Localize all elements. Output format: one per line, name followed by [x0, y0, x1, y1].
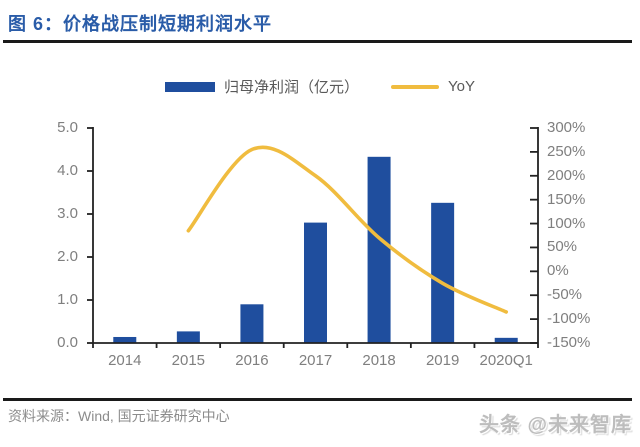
- bar-2019: [431, 202, 455, 343]
- figure-title: 图 6：价格战压制短期利润水平: [8, 14, 273, 34]
- right-axis-tick: 150%: [547, 190, 586, 208]
- left-axis-tick: 4.0: [57, 162, 78, 179]
- right-axis-tick: 300%: [547, 119, 586, 136]
- right-axis-tick: 100%: [547, 214, 586, 232]
- x-axis-tick: 2019: [425, 352, 460, 369]
- watermark: 头条 @未来智库: [478, 414, 632, 436]
- x-axis-tick: 2017: [298, 352, 333, 369]
- legend-line-swatch-icon: [391, 84, 440, 89]
- x-axis-tick: 2015: [171, 352, 206, 369]
- x-axis-tick: 2020Q1: [479, 352, 533, 369]
- right-axis-tick: 200%: [547, 166, 586, 184]
- footer-divider: [3, 398, 632, 401]
- left-axis-tick: 0.0: [57, 334, 78, 351]
- left-axis-tick: 1.0: [57, 291, 78, 308]
- right-axis-tick: 250%: [547, 142, 586, 160]
- right-axis-tick: 50%: [547, 238, 578, 256]
- right-axis-tick: -100%: [547, 310, 591, 328]
- right-axis-tick: -150%: [547, 334, 591, 351]
- x-axis-tick: 2014: [108, 352, 142, 369]
- legend-bar-label: 归母净利润（亿元）: [224, 79, 360, 96]
- source-note: 资料来源：Wind, 国元证券研究中心: [8, 408, 230, 424]
- left-axis-tick: 3.0: [57, 205, 78, 222]
- right-axis-tick: 0%: [547, 262, 569, 280]
- x-axis-tick: 2016: [235, 352, 269, 369]
- right-axis-tick: -50%: [547, 286, 583, 304]
- legend-line-label: YoY: [448, 78, 475, 95]
- bar-2015: [176, 331, 200, 343]
- left-axis-tick: 5.0: [57, 119, 78, 136]
- bar-2016: [240, 304, 264, 343]
- title-divider: [3, 40, 632, 43]
- legend-bar-swatch-icon: [165, 81, 215, 92]
- left-axis-tick: 2.0: [57, 248, 78, 265]
- bar-2020Q1: [494, 337, 518, 343]
- yoy-line: [186, 145, 509, 314]
- x-axis-tick: 2018: [362, 352, 396, 369]
- bar-2014: [113, 336, 137, 343]
- chart-legend: 归母净利润（亿元） YoY: [0, 76, 640, 97]
- bar-2017: [304, 222, 327, 343]
- bar-2018: [367, 156, 391, 343]
